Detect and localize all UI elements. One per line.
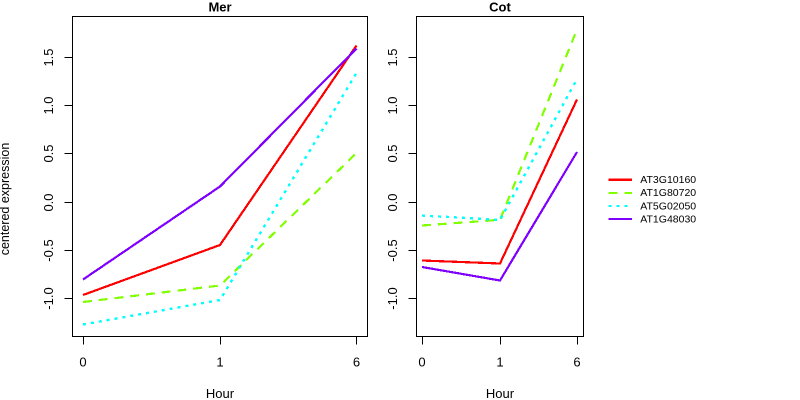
svg-text:1.0: 1.0 <box>385 96 400 114</box>
svg-text:0.0: 0.0 <box>41 193 56 211</box>
svg-text:0: 0 <box>418 355 425 370</box>
svg-text:AT1G80720: AT1G80720 <box>640 187 696 199</box>
svg-text:1: 1 <box>216 355 223 370</box>
svg-text:centered expression: centered expression <box>0 143 12 256</box>
svg-text:1.5: 1.5 <box>41 48 56 66</box>
svg-text:Mer: Mer <box>208 0 231 15</box>
svg-text:6: 6 <box>353 355 360 370</box>
svg-text:0: 0 <box>79 355 86 370</box>
svg-text:-0.5: -0.5 <box>41 239 56 261</box>
svg-text:-1.0: -1.0 <box>41 287 56 309</box>
svg-text:Hour: Hour <box>486 386 515 400</box>
svg-text:6: 6 <box>573 355 580 370</box>
svg-text:0.5: 0.5 <box>41 144 56 162</box>
svg-text:1.0: 1.0 <box>41 96 56 114</box>
svg-text:AT1G48030: AT1G48030 <box>640 213 696 225</box>
svg-text:1.5: 1.5 <box>385 48 400 66</box>
svg-text:AT3G10160: AT3G10160 <box>640 174 696 186</box>
svg-text:Hour: Hour <box>206 386 235 400</box>
svg-text:0.5: 0.5 <box>385 144 400 162</box>
svg-text:Cot: Cot <box>489 0 511 15</box>
svg-text:0.0: 0.0 <box>385 193 400 211</box>
svg-text:1: 1 <box>496 355 503 370</box>
svg-text:AT5G02050: AT5G02050 <box>640 200 696 212</box>
svg-text:-1.0: -1.0 <box>385 287 400 309</box>
svg-text:-0.5: -0.5 <box>385 239 400 261</box>
